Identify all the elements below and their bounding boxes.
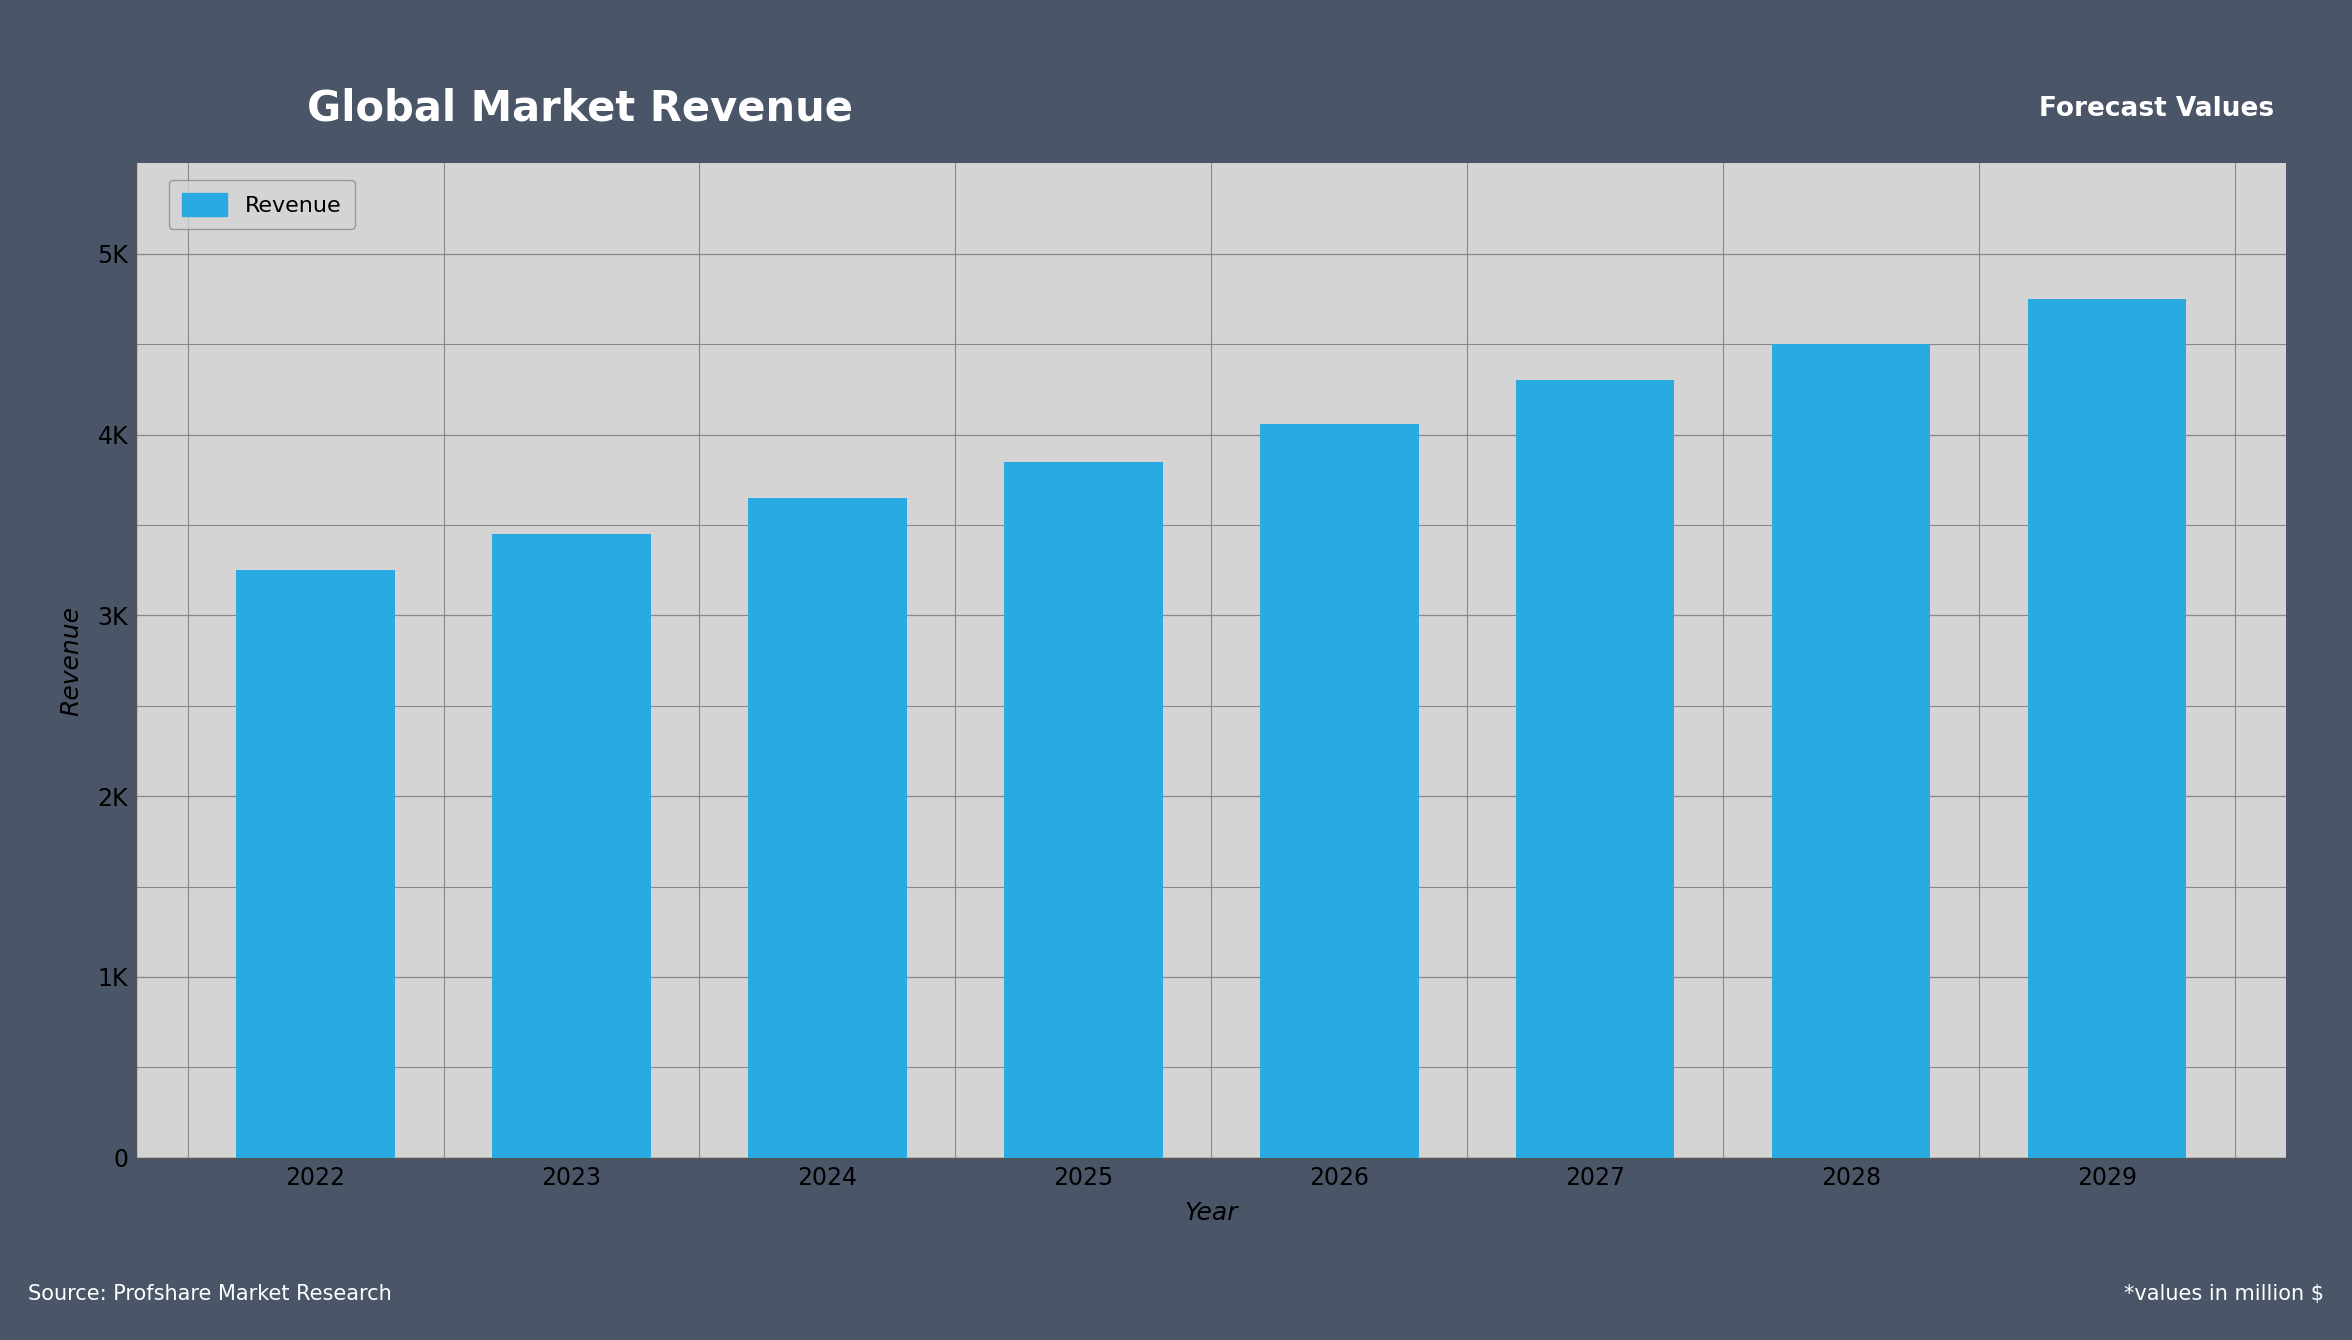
Y-axis label: Revenue: Revenue — [59, 606, 82, 716]
Text: *values in million $: *values in million $ — [2124, 1285, 2324, 1304]
Bar — [492, 535, 652, 1158]
X-axis label: Year: Year — [1185, 1201, 1237, 1225]
Bar — [1004, 462, 1162, 1158]
Bar — [1771, 344, 1931, 1158]
Text: Forecast Values: Forecast Values — [2039, 95, 2274, 122]
Legend: Revenue: Revenue — [169, 180, 355, 229]
Bar — [2027, 299, 2187, 1158]
Text: Global Market Revenue: Global Market Revenue — [306, 87, 854, 130]
Bar — [1261, 423, 1418, 1158]
Bar — [1515, 381, 1675, 1158]
Bar — [235, 571, 395, 1158]
Text: Source: Profshare Market Research: Source: Profshare Market Research — [28, 1285, 393, 1304]
Bar — [748, 498, 908, 1158]
